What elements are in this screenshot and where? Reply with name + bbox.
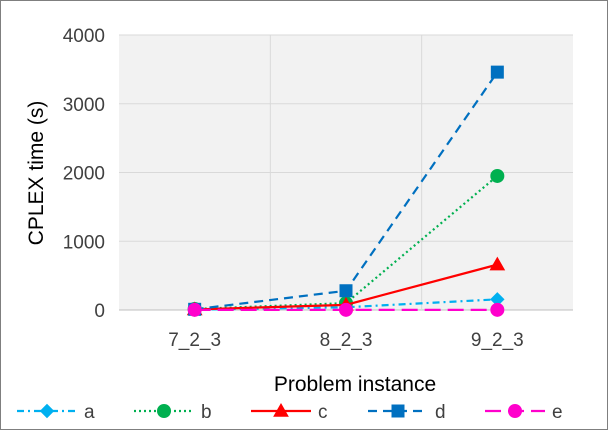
legend-label: c bbox=[318, 402, 328, 423]
data-point bbox=[187, 302, 202, 317]
y-tick-label: 3000 bbox=[63, 95, 105, 116]
y-tick-label: 4000 bbox=[63, 26, 105, 47]
x-axis-ticks: 7_2_3 8_2_3 9_2_3 bbox=[168, 330, 524, 351]
y-tick-label: 2000 bbox=[63, 164, 105, 185]
legend: a b c d e bbox=[17, 402, 563, 423]
legend-label: e bbox=[552, 402, 563, 423]
data-point bbox=[490, 65, 504, 79]
x-tick-label: 7_2_3 bbox=[168, 330, 221, 351]
data-point bbox=[39, 403, 55, 419]
legend-item-d: d bbox=[368, 402, 446, 423]
data-point bbox=[490, 302, 505, 317]
legend-label: a bbox=[84, 402, 95, 423]
data-point bbox=[157, 404, 171, 418]
series-lines bbox=[186, 65, 506, 317]
legend-label: d bbox=[435, 402, 446, 423]
legend-item-a: a bbox=[17, 402, 95, 423]
data-point bbox=[339, 302, 353, 317]
legend-item-c: c bbox=[251, 402, 328, 423]
legend-item-b: b bbox=[134, 402, 212, 423]
y-axis-ticks: 0 1000 2000 3000 4000 bbox=[63, 26, 105, 322]
y-tick-label: 1000 bbox=[63, 232, 105, 253]
data-point bbox=[489, 256, 506, 271]
legend-label: b bbox=[201, 402, 212, 423]
legend-item-e: e bbox=[485, 402, 563, 423]
y-axis-title: CPLEX time (s) bbox=[25, 101, 48, 246]
data-point bbox=[508, 404, 522, 418]
data-point bbox=[490, 168, 505, 183]
series-e bbox=[187, 302, 505, 317]
data-point bbox=[339, 284, 353, 298]
x-tick-label: 8_2_3 bbox=[320, 330, 373, 351]
x-axis-title: Problem instance bbox=[274, 373, 436, 396]
x-tick-label: 9_2_3 bbox=[471, 330, 524, 351]
data-point bbox=[391, 404, 405, 418]
y-tick-label: 0 bbox=[94, 301, 105, 322]
data-point bbox=[273, 402, 289, 417]
